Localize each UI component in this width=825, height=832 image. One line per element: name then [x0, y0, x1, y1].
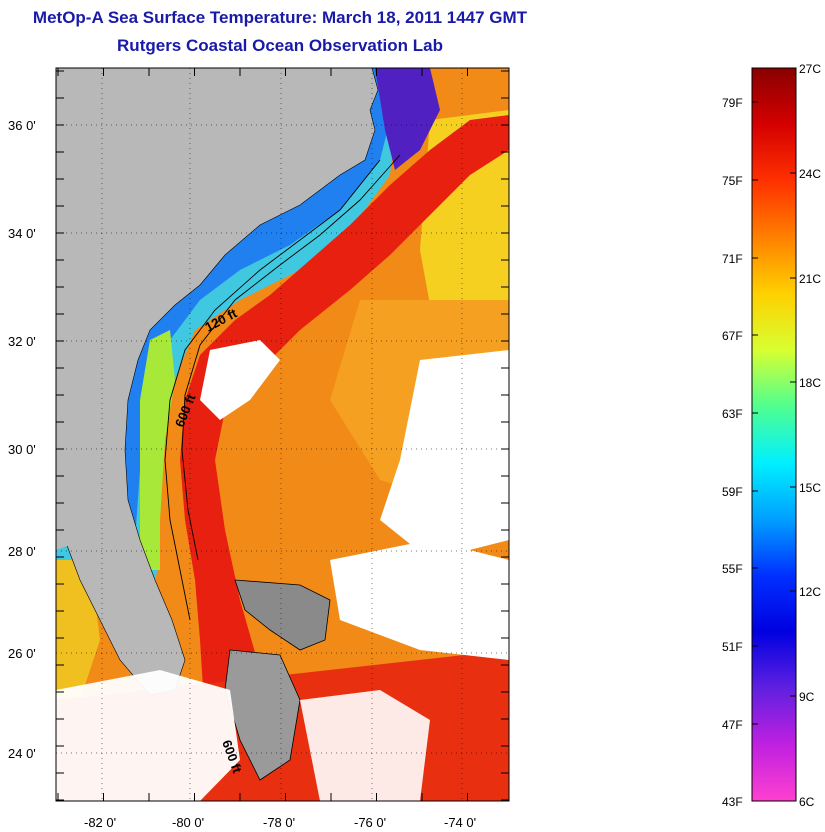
contour-120ft — [164, 159, 381, 621]
latitude-label: 36 0' — [8, 118, 36, 133]
longitude-label: -74 0' — [444, 815, 476, 830]
latitude-label: 32 0' — [8, 334, 36, 349]
cold-plume-northeast — [375, 68, 440, 170]
colorbar-c-label: 24C — [799, 167, 821, 181]
colorbar-c-label: 9C — [799, 690, 815, 704]
colorbar-ticks — [752, 101, 796, 725]
florida-west-water — [56, 560, 100, 720]
grid-lines — [56, 68, 509, 801]
colorbar-f-label: 43F — [722, 795, 743, 809]
axis-ticks — [56, 68, 509, 801]
colorbar-f-label: 55F — [722, 562, 743, 576]
colorbar-c-label: 6C — [799, 795, 815, 809]
cloud-patch — [330, 540, 509, 660]
map-area — [56, 68, 509, 801]
map-subtitle: Rutgers Coastal Ocean Observation Lab — [117, 36, 443, 55]
latitude-label: 24 0' — [8, 746, 36, 761]
longitude-label: -80 0' — [172, 815, 204, 830]
colorbar — [751, 67, 797, 802]
map-frame — [55, 67, 510, 802]
latitude-label: 26 0' — [8, 646, 36, 661]
nearshore-green-water — [140, 330, 175, 570]
colorbar-f-label: 75F — [722, 174, 743, 188]
colorbar-c-label: 15C — [799, 481, 821, 495]
colorbar-f-label: 71F — [722, 252, 743, 266]
colorbar-c-label: 21C — [799, 272, 821, 286]
longitude-label: -82 0' — [84, 815, 116, 830]
colorbar-f-label: 51F — [722, 640, 743, 654]
longitude-label: -78 0' — [263, 815, 295, 830]
colorbar-f-label: 47F — [722, 718, 743, 732]
cloud-patch — [200, 340, 280, 420]
bahamas-bank-north — [234, 579, 331, 651]
colorbar-c-label: 12C — [799, 585, 821, 599]
longitude-label: -76 0' — [354, 815, 386, 830]
map-title: MetOp-A Sea Surface Temperature: March 1… — [32, 8, 528, 27]
latitude-label: 28 0' — [8, 544, 36, 559]
colorbar-f-label: 67F — [722, 329, 743, 343]
cloud-patch — [56, 670, 240, 801]
latitude-label: 34 0' — [8, 226, 36, 241]
land-southeast-us — [56, 68, 379, 696]
land-west-coast — [56, 490, 78, 550]
cloud-patch — [300, 690, 430, 801]
colorbar-c-label: 27C — [799, 62, 821, 76]
cloud-patch — [380, 350, 509, 560]
colorbar-f-label: 59F — [722, 485, 743, 499]
contour-600ft — [181, 154, 401, 561]
colorbar-f-label: 79F — [722, 96, 743, 110]
latitude-label: 30 0' — [8, 442, 36, 457]
colorbar-f-label: 63F — [722, 407, 743, 421]
colorbar-c-label: 18C — [799, 376, 821, 390]
